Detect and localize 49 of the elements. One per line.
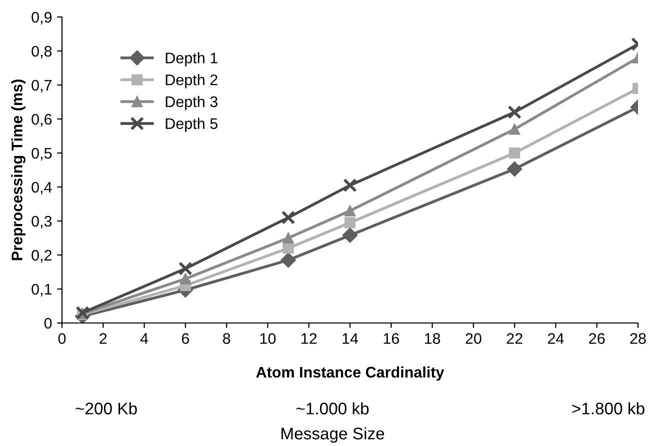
point (342, 228, 358, 243)
x-tick-label: 14 (342, 333, 358, 344)
y-tick-label: 0,8 (32, 46, 52, 58)
y-tick-label: 0,7 (32, 80, 52, 92)
text: >1.800 kb (572, 402, 644, 414)
point (508, 105, 522, 120)
point (180, 273, 191, 284)
x-tick-label: 18 (424, 333, 440, 344)
legend-label: Depth 1 (166, 52, 218, 66)
point (178, 262, 192, 276)
x-tick-label: 12 (302, 333, 317, 344)
x-tick-label: 6 (182, 333, 190, 344)
point (343, 178, 357, 192)
x-tick-label: 22 (506, 333, 522, 344)
x-tick-label: 20 (466, 333, 482, 344)
x-tick-label: 28 (630, 333, 646, 344)
x-tick-label: 0 (58, 333, 66, 344)
y-tick-label: 0,9 (32, 12, 52, 24)
point (507, 161, 522, 177)
point (280, 252, 296, 268)
x-tick-label: 10 (260, 333, 276, 344)
y-tick-label: 0,2 (32, 250, 52, 262)
x-axis-title: Atom Instance Cardinality (256, 366, 444, 381)
text: ~1.000 kb (296, 402, 369, 414)
point (282, 232, 294, 244)
legend-label: Depth 2 (166, 74, 218, 88)
legend-label: Depth 5 (166, 118, 218, 132)
text: Message Size (282, 427, 384, 443)
point (344, 217, 356, 228)
x-tick-label: 26 (589, 333, 605, 344)
x-tick-label: 4 (140, 333, 148, 344)
point (282, 242, 294, 254)
y-tick-label: 0,6 (32, 114, 52, 126)
text: ~200 Kb (76, 402, 137, 414)
y-tick-label: 0,5 (32, 148, 52, 160)
point (281, 210, 296, 225)
x-tick-label: 16 (384, 333, 399, 344)
point (509, 147, 520, 159)
legend-label: Depth 3 (166, 96, 218, 110)
y-tick-label: 0,4 (32, 182, 52, 194)
x-tick-label: 2 (100, 333, 107, 344)
y-axis-title: Preprocessing Time (ms) (11, 80, 26, 260)
x-tick-label: 8 (222, 333, 230, 344)
point (509, 124, 520, 135)
point (344, 205, 356, 216)
x-tick-label: 24 (548, 333, 564, 344)
y-tick-label: 0 (44, 318, 52, 329)
y-tick-label: 0,3 (32, 216, 52, 228)
y-tick-label: 0,1 (32, 284, 52, 296)
